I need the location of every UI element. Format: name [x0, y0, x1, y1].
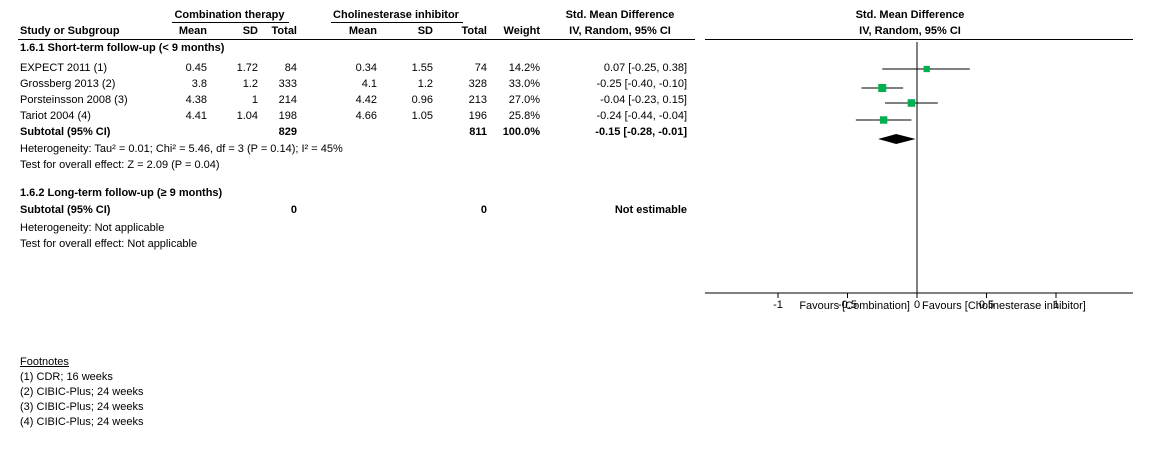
- subtotal-ci: -0.15 [-0.28, -0.01]: [595, 126, 687, 138]
- subtotal-label: Subtotal (95% CI): [20, 204, 111, 216]
- sd1-header: SD: [242, 25, 258, 37]
- ci-cell: -0.04 [-0.23, 0.15]: [600, 94, 687, 106]
- overall-effect-text: Test for overall effect: Z = 2.09 (P = 0…: [20, 159, 220, 171]
- point-estimate: [907, 99, 916, 107]
- sd2-cell: 0.96: [411, 94, 433, 106]
- subtotal-ci: Not estimable: [614, 204, 687, 216]
- total1-header: Total: [271, 25, 297, 37]
- weight-header: Weight: [503, 25, 540, 37]
- subtotal-n2: 0: [480, 204, 487, 216]
- total2-cell: 74: [474, 62, 487, 74]
- sd2-cell: 1.2: [417, 78, 433, 90]
- favours-right-label: Favours [Cholinesterase inhibitor]: [922, 300, 1086, 312]
- point-estimate: [879, 116, 888, 124]
- mean1-cell: 4.38: [185, 94, 207, 106]
- sd1-cell: 1.2: [242, 78, 258, 90]
- sd1-cell: 1: [251, 94, 258, 106]
- study-name: Porsteinsson 2008 (3): [20, 94, 128, 106]
- total1-cell: 214: [278, 94, 297, 106]
- sd2-cell: 1.55: [411, 62, 433, 74]
- subgroup-title: 1.6.1 Short-term follow-up (< 9 months): [20, 42, 225, 54]
- group2-header: Cholinesterase inhibitor: [333, 9, 459, 21]
- mean2-cell: 4.42: [355, 94, 377, 106]
- total1-cell: 198: [278, 110, 297, 122]
- group2-rule: [331, 22, 463, 23]
- ci-cell: -0.25 [-0.40, -0.10]: [596, 78, 688, 90]
- subtotal-n1: 829: [278, 126, 297, 138]
- subgroup-title: 1.6.2 Long-term follow-up (≥ 9 months): [20, 187, 223, 199]
- header-rule-right: [705, 39, 1133, 40]
- study-name: Tariot 2004 (4): [20, 110, 91, 122]
- heterogeneity-text: Heterogeneity: Not applicable: [20, 222, 165, 234]
- sd2-cell: 1.05: [411, 110, 433, 122]
- mean1-header: Mean: [178, 25, 207, 37]
- header-rule-left: [18, 39, 695, 40]
- study-name: Grossberg 2013 (2): [20, 78, 116, 90]
- mean1-cell: 4.41: [185, 110, 207, 122]
- total1-cell: 84: [284, 62, 297, 74]
- weight-cell: 33.0%: [508, 78, 540, 90]
- weight-cell: 14.2%: [508, 62, 540, 74]
- subtotal-n1: 0: [290, 204, 297, 216]
- subtotal-weight: 100.0%: [502, 126, 540, 138]
- x-tick-label: 0: [914, 299, 920, 311]
- footnote-item: (3) CIBIC-Plus; 24 weeks: [20, 401, 144, 413]
- weight-cell: 27.0%: [508, 94, 540, 106]
- total1-cell: 333: [278, 78, 297, 90]
- group1-header: Combination therapy: [174, 9, 285, 21]
- ci-cell: -0.24 [-0.44, -0.04]: [596, 110, 688, 122]
- footnote-item: (4) CIBIC-Plus; 24 weeks: [20, 416, 144, 428]
- total2-cell: 196: [468, 110, 487, 122]
- study-col-header: Study or Subgroup: [20, 25, 120, 37]
- plot-header: Std. Mean Difference: [855, 9, 965, 21]
- sd2-header: SD: [417, 25, 433, 37]
- subtotal-n2: 811: [469, 126, 487, 138]
- mean2-cell: 0.34: [355, 62, 377, 74]
- sd1-cell: 1.04: [236, 110, 258, 122]
- x-tick-label: -0.5: [838, 299, 857, 311]
- footnote-item: (1) CDR; 16 weeks: [20, 371, 113, 383]
- ci-cell: 0.07 [-0.25, 0.38]: [603, 62, 687, 74]
- mean2-cell: 4.66: [355, 110, 377, 122]
- overall-effect-text: Test for overall effect: Not applicable: [20, 238, 198, 250]
- footnote-item: (2) CIBIC-Plus; 24 weeks: [20, 386, 144, 398]
- mean2-cell: 4.1: [361, 78, 377, 90]
- total2-cell: 328: [468, 78, 487, 90]
- study-name: EXPECT 2011 (1): [20, 62, 108, 74]
- x-tick-label: 1: [1053, 299, 1059, 311]
- sd1-cell: 1.72: [236, 62, 258, 74]
- x-tick-label: -1: [773, 299, 783, 311]
- footnotes-title: Footnotes: [20, 356, 69, 368]
- subtotal-label: Subtotal (95% CI): [20, 126, 111, 138]
- group1-rule: [172, 22, 289, 23]
- mean2-header: Mean: [348, 25, 377, 37]
- x-tick-label: 0.5: [979, 299, 994, 311]
- weight-cell: 25.8%: [508, 110, 540, 122]
- mean1-cell: 0.45: [185, 62, 207, 74]
- point-estimate: [923, 65, 930, 73]
- mean1-cell: 3.8: [191, 78, 207, 90]
- effect-header: Std. Mean Difference: [565, 9, 675, 21]
- subtotal-diamond: [878, 134, 916, 144]
- heterogeneity-text: Heterogeneity: Tau² = 0.01; Chi² = 5.46,…: [20, 143, 343, 155]
- total2-header: Total: [461, 25, 487, 37]
- total2-cell: 213: [468, 94, 487, 106]
- point-estimate: [878, 84, 887, 92]
- favours-left-label: Favours [Combination]: [799, 300, 910, 312]
- plot-subheader: IV, Random, 95% CI: [859, 25, 961, 37]
- effect-subheader: IV, Random, 95% CI: [569, 25, 671, 37]
